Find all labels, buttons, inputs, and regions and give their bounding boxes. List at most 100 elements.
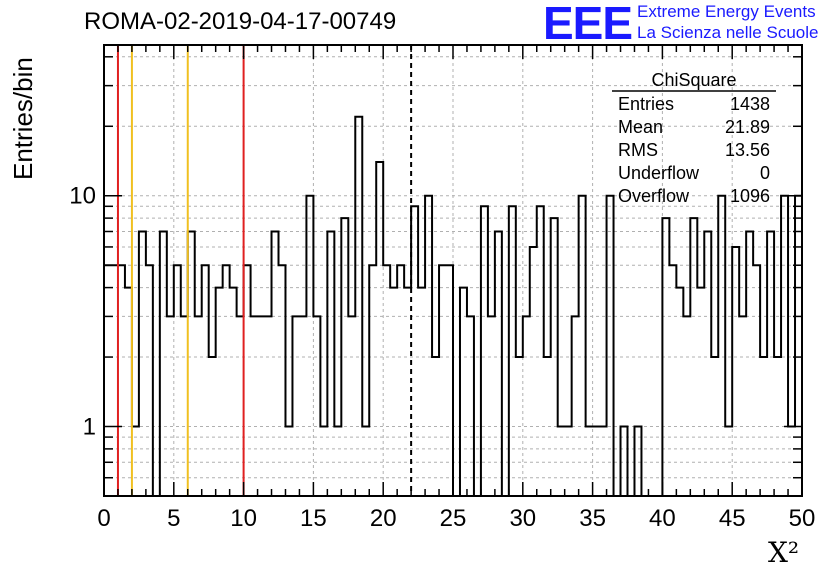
histogram-bin	[537, 206, 544, 496]
x-tick-label: 30	[509, 505, 536, 532]
x-tick-label: 35	[579, 505, 606, 532]
histogram-bin	[104, 265, 111, 496]
histogram-bin	[223, 265, 230, 496]
histogram-bin	[167, 316, 174, 496]
stats-label: Overflow	[618, 186, 690, 206]
histogram-bin	[292, 316, 299, 496]
histogram-bin	[579, 196, 586, 496]
histogram-bin	[202, 265, 209, 496]
histogram-bin	[279, 265, 286, 496]
histogram-bin	[767, 231, 774, 496]
histogram-bin	[697, 288, 704, 496]
x-axis-label: X²	[768, 536, 800, 569]
histogram-bin	[230, 288, 237, 496]
histogram-bin	[251, 316, 258, 496]
histogram-bin	[467, 316, 474, 496]
chart-title: ROMA-02-2019-04-17-00749	[84, 8, 397, 35]
histogram-bin	[662, 218, 669, 496]
histogram-bin	[551, 218, 558, 496]
x-tick-label: 50	[789, 505, 816, 532]
histogram-bin	[690, 218, 697, 496]
eee-logo: EEE	[543, 0, 633, 49]
histogram-bin	[488, 316, 495, 496]
histogram-bin	[306, 196, 313, 496]
histogram-bin	[327, 231, 334, 496]
histogram-bin	[237, 316, 244, 496]
stats-label: Mean	[618, 117, 663, 137]
histogram-bin	[795, 196, 802, 496]
histogram-bin	[320, 427, 327, 496]
histogram-bin	[160, 231, 167, 496]
histogram-bin	[481, 206, 488, 496]
histogram-bin	[572, 316, 579, 496]
stats-title: ChiSquare	[651, 70, 736, 90]
histogram-bin	[341, 218, 348, 496]
histogram-bin	[125, 288, 132, 496]
y-tick-label: 1	[83, 414, 96, 441]
x-tick-label: 45	[719, 505, 746, 532]
stats-label: Underflow	[618, 163, 700, 183]
histogram-bin	[446, 265, 453, 496]
stats-label: Entries	[618, 94, 674, 114]
logo-text-line1: Extreme Energy Events	[637, 2, 816, 21]
stats-value: 1438	[730, 94, 770, 114]
histogram-bin	[390, 288, 397, 496]
stats-value: 0	[760, 163, 770, 183]
histogram-bin	[516, 357, 523, 496]
histogram-bin	[439, 265, 446, 496]
x-tick-label: 15	[300, 505, 327, 532]
histogram-bin	[774, 357, 781, 496]
histogram-bin	[132, 427, 139, 496]
histogram-bin	[593, 427, 600, 496]
histogram-bin	[558, 427, 565, 496]
histogram-bin	[265, 316, 272, 496]
histogram-bin	[299, 316, 306, 496]
histogram-bin	[704, 231, 711, 496]
histogram-bin	[586, 427, 593, 496]
y-tick-label: 10	[69, 183, 96, 210]
histogram-bin	[725, 427, 732, 496]
histogram-bin	[348, 316, 355, 496]
histogram-bin	[181, 316, 188, 496]
histogram-bin	[718, 196, 725, 496]
histogram-bin	[739, 316, 746, 496]
histogram-bin	[600, 427, 607, 496]
histogram-bin	[607, 196, 614, 496]
histogram-bin	[676, 288, 683, 496]
histogram-bin	[404, 288, 411, 496]
stats-value: 13.56	[725, 140, 770, 160]
histogram-bin	[683, 316, 690, 496]
histogram-bin	[432, 357, 439, 496]
histogram-bin	[753, 265, 760, 496]
histogram-bin	[495, 231, 502, 496]
histogram-bin	[523, 316, 530, 496]
histogram-bin	[195, 316, 202, 496]
histogram-bin	[509, 206, 516, 496]
histogram-bin	[272, 231, 279, 496]
histogram-bin	[634, 427, 641, 496]
histogram-bin	[418, 288, 425, 496]
histogram-bin	[383, 265, 390, 496]
histogram-bin	[376, 162, 383, 496]
x-tick-label: 5	[167, 505, 180, 532]
stats-value: 21.89	[725, 117, 770, 137]
histogram-bin	[397, 265, 404, 496]
histogram-bin	[139, 231, 146, 496]
histogram-bin	[216, 288, 223, 496]
x-tick-label: 25	[440, 505, 467, 532]
histogram-bin	[732, 247, 739, 496]
stats-label: RMS	[618, 140, 658, 160]
x-tick-label: 40	[649, 505, 676, 532]
histogram-bin	[285, 427, 292, 496]
histogram-bin	[621, 427, 628, 496]
histogram-bin	[258, 316, 265, 496]
histogram-bin	[188, 231, 195, 496]
histogram-bin	[411, 206, 418, 496]
histogram-bin	[355, 117, 362, 496]
histogram-bin	[565, 427, 572, 496]
histogram-bin	[174, 265, 181, 496]
x-tick-label: 10	[230, 505, 257, 532]
histogram-bin	[118, 265, 125, 496]
histogram-bin	[244, 265, 251, 496]
